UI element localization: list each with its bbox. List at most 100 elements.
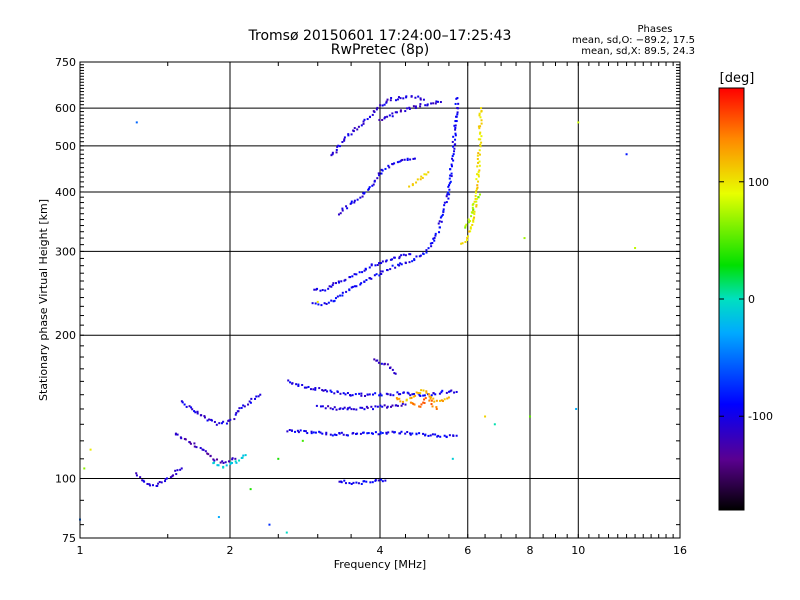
data-point bbox=[379, 270, 382, 273]
data-point bbox=[360, 282, 363, 285]
data-point bbox=[289, 381, 292, 384]
data-point bbox=[368, 277, 371, 280]
data-point bbox=[433, 239, 436, 242]
data-point bbox=[452, 145, 455, 148]
data-point bbox=[431, 433, 434, 436]
data-point bbox=[346, 207, 349, 210]
data-point bbox=[439, 101, 442, 104]
data-point bbox=[380, 272, 383, 275]
data-point bbox=[188, 441, 191, 444]
data-point bbox=[478, 127, 481, 130]
data-point bbox=[405, 96, 408, 99]
data-point bbox=[439, 216, 442, 219]
data-point bbox=[330, 285, 333, 288]
data-point bbox=[470, 215, 473, 218]
data-point bbox=[419, 394, 422, 397]
data-point bbox=[375, 273, 378, 276]
data-point bbox=[464, 240, 467, 243]
data-point bbox=[430, 245, 433, 248]
data-point bbox=[201, 448, 204, 451]
data-point bbox=[410, 95, 413, 98]
data-point bbox=[157, 482, 160, 485]
data-point bbox=[480, 122, 483, 125]
data-point bbox=[447, 197, 450, 200]
data-point bbox=[299, 429, 302, 432]
data-point bbox=[395, 111, 398, 114]
data-points bbox=[79, 95, 637, 534]
data-point bbox=[404, 403, 407, 406]
data-point bbox=[477, 125, 480, 128]
data-point bbox=[457, 102, 460, 105]
data-point bbox=[305, 386, 308, 389]
data-point bbox=[449, 174, 452, 177]
data-point bbox=[277, 457, 280, 460]
data-point bbox=[377, 433, 380, 436]
data-point bbox=[343, 139, 346, 142]
colorbar-tick-label: -100 bbox=[748, 410, 773, 423]
data-point bbox=[194, 411, 197, 414]
data-point bbox=[456, 113, 459, 116]
data-point bbox=[404, 432, 407, 435]
data-point bbox=[180, 437, 183, 440]
data-point bbox=[412, 393, 415, 396]
data-point bbox=[215, 423, 218, 426]
data-point bbox=[431, 242, 434, 245]
data-point bbox=[425, 390, 428, 393]
data-point bbox=[455, 97, 458, 100]
data-point bbox=[402, 391, 405, 394]
data-point bbox=[325, 433, 328, 436]
data-point bbox=[180, 467, 183, 470]
data-point bbox=[336, 145, 339, 148]
data-point bbox=[409, 397, 412, 400]
data-point bbox=[429, 434, 432, 437]
data-point bbox=[352, 408, 355, 411]
data-point bbox=[425, 251, 428, 254]
data-point bbox=[466, 236, 469, 239]
data-point bbox=[409, 253, 412, 256]
data-point bbox=[450, 172, 453, 175]
data-point bbox=[176, 469, 179, 472]
data-point bbox=[427, 171, 430, 174]
data-point bbox=[412, 395, 415, 398]
data-point bbox=[440, 215, 443, 218]
data-point bbox=[318, 387, 321, 390]
data-point bbox=[377, 479, 380, 482]
data-point bbox=[437, 222, 440, 225]
data-point bbox=[288, 428, 291, 431]
data-point bbox=[398, 397, 401, 400]
data-point bbox=[325, 302, 328, 305]
data-point bbox=[303, 386, 306, 389]
data-point bbox=[434, 433, 437, 436]
data-point bbox=[355, 273, 358, 276]
data-point bbox=[420, 389, 423, 392]
data-point bbox=[455, 120, 458, 123]
data-point bbox=[234, 460, 237, 463]
data-point bbox=[310, 432, 313, 435]
data-point bbox=[436, 100, 439, 103]
data-point bbox=[386, 363, 389, 366]
legend-x-stats: mean, sd,X: 89.5, 24.3 bbox=[581, 46, 695, 57]
data-point bbox=[396, 161, 399, 164]
data-point bbox=[368, 393, 371, 396]
data-point bbox=[493, 423, 496, 426]
data-point bbox=[440, 399, 443, 402]
data-point bbox=[422, 432, 425, 435]
data-point bbox=[406, 158, 409, 161]
data-point bbox=[425, 249, 428, 252]
data-point bbox=[448, 177, 451, 180]
data-point bbox=[413, 403, 416, 406]
data-point bbox=[478, 149, 481, 152]
data-point bbox=[625, 153, 628, 156]
data-point bbox=[394, 99, 397, 102]
data-point bbox=[349, 276, 352, 279]
data-point bbox=[340, 431, 343, 434]
data-point bbox=[336, 295, 339, 298]
data-point bbox=[384, 167, 387, 170]
data-point bbox=[400, 430, 403, 433]
data-point bbox=[324, 407, 327, 410]
data-point bbox=[479, 116, 482, 119]
data-point bbox=[399, 97, 402, 100]
data-point bbox=[393, 431, 396, 434]
data-point bbox=[386, 405, 389, 408]
data-point bbox=[350, 408, 353, 411]
